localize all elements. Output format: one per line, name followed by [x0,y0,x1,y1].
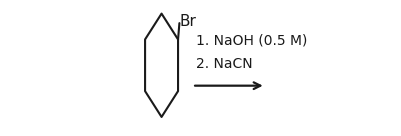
Text: 2. NaCN: 2. NaCN [195,57,251,71]
Text: Br: Br [179,14,196,29]
Text: 1. NaOH (0.5 M): 1. NaOH (0.5 M) [195,34,306,48]
